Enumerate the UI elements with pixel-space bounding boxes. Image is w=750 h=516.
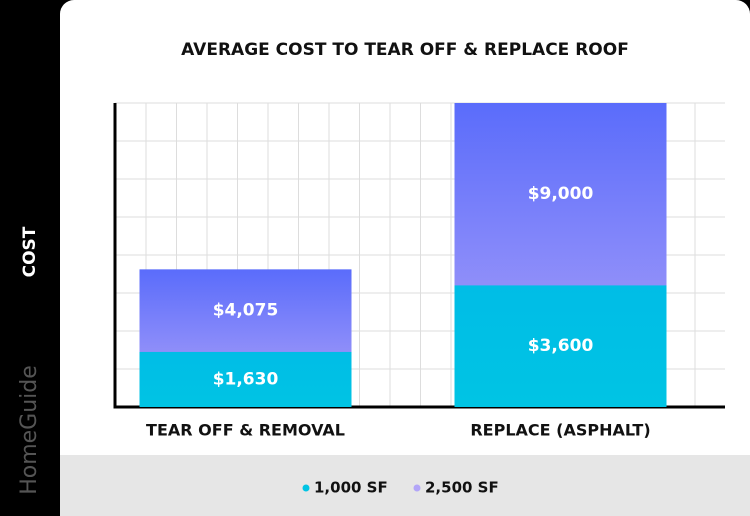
- value-label: $1,630: [213, 369, 279, 389]
- legend-swatch: [302, 484, 310, 492]
- watermark: HomeGuide: [17, 365, 42, 495]
- chart-title: AVERAGE COST TO TEAR OFF & REPLACE ROOF: [181, 40, 629, 60]
- bar: [454, 285, 667, 407]
- x-tick-label: REPLACE (ASPHALT): [470, 421, 650, 440]
- legend-swatch: [413, 484, 421, 492]
- value-label: $4,075: [213, 301, 279, 321]
- y-axis-label: COST: [20, 226, 40, 277]
- x-tick-label: TEAR OFF & REMOVAL: [146, 421, 345, 440]
- bar: [139, 351, 352, 407]
- legend-band: [60, 455, 750, 516]
- value-label: $3,600: [528, 336, 594, 356]
- legend-label: 2,500 SF: [425, 479, 499, 497]
- legend-label: 1,000 SF: [314, 479, 388, 497]
- value-label: $9,000: [528, 184, 594, 204]
